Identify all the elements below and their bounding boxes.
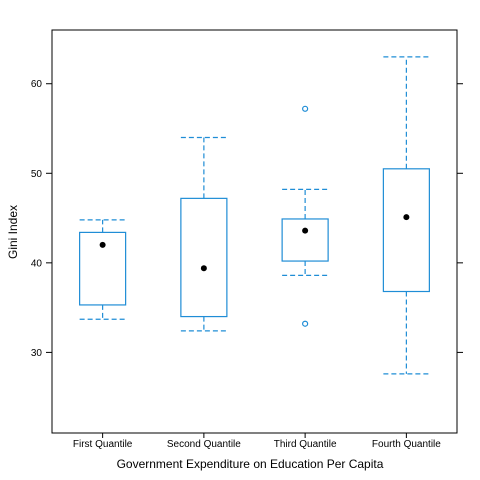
y-tick-label: 60 (31, 79, 43, 90)
box-group (80, 220, 126, 319)
x-tick-label: Second Quantile (167, 439, 241, 450)
box-group (383, 57, 429, 374)
box-group (282, 106, 328, 326)
x-axis-title: Government Expenditure on Education Per … (117, 457, 384, 471)
iqr-box (282, 219, 328, 261)
y-axis-left: 30 40 50 60 (31, 79, 52, 359)
x-tick-label: First Quantile (73, 439, 133, 450)
x-tick-label: Fourth Quantile (372, 439, 441, 450)
x-tick-label: Third Quantile (274, 439, 337, 450)
median-point (302, 228, 308, 234)
outlier-point (303, 106, 308, 111)
iqr-box (383, 169, 429, 292)
plot-frame (52, 30, 457, 433)
y-tick-label: 50 (31, 169, 43, 180)
median-point (100, 242, 106, 248)
x-axis: First Quantile Second Quantile Third Quant… (73, 433, 441, 450)
box-group (181, 137, 227, 330)
boxes-layer (80, 57, 430, 374)
y-axis-right (457, 84, 463, 353)
iqr-box (181, 198, 227, 316)
median-point (403, 214, 409, 220)
median-point (201, 265, 207, 271)
y-axis-title: Gini Index (6, 205, 20, 259)
y-tick-label: 30 (31, 348, 43, 359)
outlier-point (303, 321, 308, 326)
y-tick-label: 40 (31, 258, 43, 269)
